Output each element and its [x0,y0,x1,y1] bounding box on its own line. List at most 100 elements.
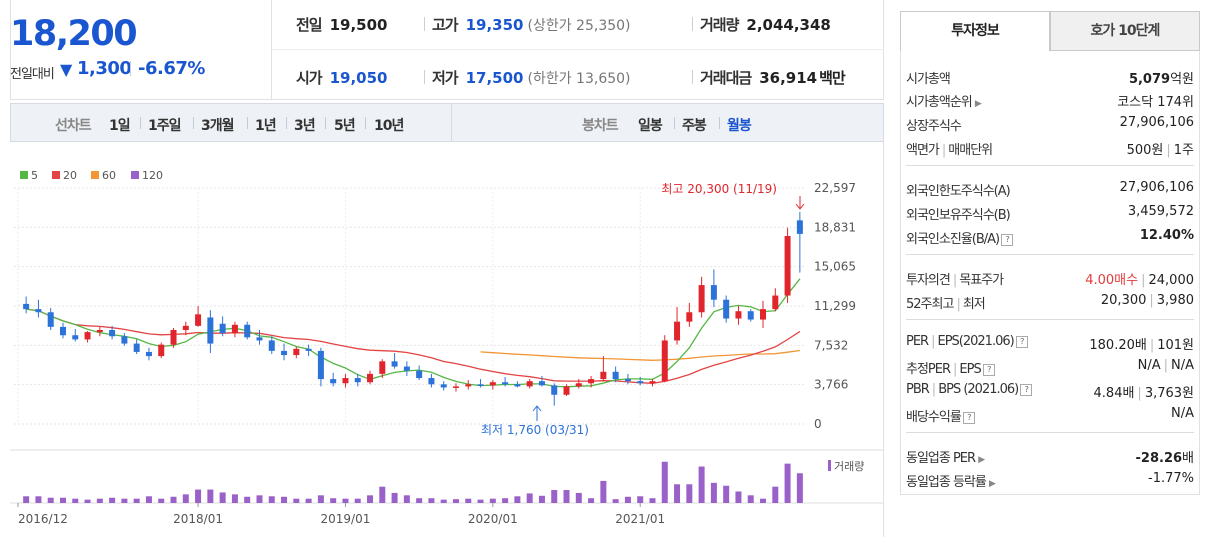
period-1y-button[interactable]: 1년 [255,118,277,134]
divider [424,70,425,84]
candle [772,288,779,312]
volume-bar [649,498,656,503]
52week-high-value: 20,300 [1100,293,1147,308]
market-cap-rank-label[interactable]: 시가총액순위 [906,95,973,110]
ma20-line [26,308,801,384]
help-icon[interactable]: ? [982,363,995,376]
52week-high-label: 52주최고 [906,297,954,312]
candle [354,373,361,387]
divider [130,61,131,76]
help-icon[interactable]: ? [962,411,975,424]
candle [477,379,484,388]
period-10y-button[interactable]: 10년 [374,118,404,134]
foreign-limit-value: 27,906,106 [1119,180,1194,195]
candle [47,308,54,331]
legend-ma5-swatch [20,171,28,179]
x-tick-label: 2018/01 [173,512,223,526]
candle [35,299,42,318]
trading-unit-label: 매매단위 [948,143,993,158]
high-annotation: 최고 20,300 (11/19) [661,182,777,196]
candle [735,305,742,325]
sector-per-unit: 배 [1182,451,1194,466]
foreign-holding-value: 3,459,572 [1127,204,1194,219]
candle [281,343,288,361]
52week-low-value: 3,980 [1156,293,1194,308]
amount-unit: 백만 [819,69,846,87]
upper-limit: (상한가 25,350) [527,18,631,34]
low-stat: 저가 17,500 (하한가 13,650) [432,67,631,88]
period-1d-button[interactable]: 1일 [109,118,131,134]
candle [170,327,177,348]
volume-bar [305,498,312,503]
high-arrowhead-icon [795,203,805,210]
help-icon[interactable]: ? [1001,233,1014,246]
period-5y-button[interactable]: 5년 [334,118,356,134]
dividend-row: 배당수익률? N/A [906,403,1194,425]
candle [526,379,533,389]
candle [256,330,263,345]
chevron-right-icon: ▶ [978,455,985,465]
sector-change-value: -1.77% [1148,471,1194,486]
volume-bar [403,495,410,503]
tab-investment-info[interactable]: 투자정보 [900,11,1050,51]
candle [59,322,66,339]
candle-body [538,381,545,386]
volume-bar [367,495,374,503]
volume-bar [796,473,803,503]
sector-change-row[interactable]: 동일업종 등락률 ▶ -1.77% [906,468,1194,490]
volume-bar [379,486,386,503]
volume-bar [84,499,91,503]
sector-per-row[interactable]: 동일업종 PER ▶ -28.26배 [906,444,1194,466]
candle-body [452,386,459,388]
candle [588,375,595,388]
pbr-label: PBR [906,382,930,397]
open-stat: 시가 19,050 [296,67,388,88]
tab-quote-10[interactable]: 호가 10단계 [1050,11,1200,51]
candle-body [796,220,803,234]
sector-per-value: -28.26 [1135,451,1183,466]
volume-bar [231,494,238,503]
weekly-candle-button[interactable]: 주봉 [682,118,707,134]
sector-change-label[interactable]: 동일업종 등락률 [906,475,987,490]
period-1w-button[interactable]: 1주일 [148,118,182,134]
candle [72,328,79,342]
market-cap-rank-row[interactable]: 시가총액순위 ▶ 코스닥 174위 [906,88,1194,110]
help-icon[interactable]: ? [1020,383,1033,396]
candle [760,300,767,328]
est-eps-label: EPS [959,362,981,377]
period-3m-button[interactable]: 3개월 [201,118,235,134]
candle [379,359,386,379]
par-value-row: 액면가 | 매매단위 500원 | 1주 [906,143,1194,158]
daily-candle-button[interactable]: 일봉 [638,118,663,134]
prev-close-label: 전일 [296,16,323,34]
est-per-label: 추정PER [906,362,951,377]
candle [661,335,668,383]
monthly-candle-button[interactable]: 월봉 [727,118,752,134]
divider [325,117,326,129]
sector-per-label[interactable]: 동일업종 PER [906,451,976,466]
candle-body [379,361,386,374]
foreign-ratio-label: 외국인소진율(B/A) [906,232,1000,247]
period-3y-button[interactable]: 3년 [294,118,316,134]
candle-chart-label: 봉차트 [582,118,619,134]
candle-body [170,330,177,345]
listed-shares-value: 27,906,106 [1119,115,1194,130]
candle [796,211,803,273]
candle [649,379,656,387]
candle-body [342,378,349,384]
high-value: 19,350 [465,16,524,34]
volume-bar [612,499,619,503]
volume-value: 2,044,348 [746,16,831,34]
dividend-label: 배당수익률 [906,410,962,425]
volume-bar [637,496,644,503]
candle [538,375,545,387]
help-icon[interactable]: ? [1015,335,1028,348]
trading-unit-value: 1주 [1173,143,1194,158]
opinion-label: 투자의견 [906,273,951,288]
candle-body [256,337,263,341]
divider [719,117,720,129]
volume-bar [747,495,754,503]
y-tick-label: 15,065 [814,260,856,274]
divider [692,70,693,84]
candle [403,361,410,376]
